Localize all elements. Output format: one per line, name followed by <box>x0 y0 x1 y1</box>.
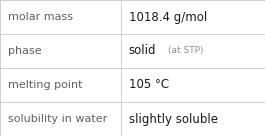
Text: solubility in water: solubility in water <box>8 114 107 124</box>
Text: slightly soluble: slightly soluble <box>129 112 218 126</box>
Text: 105 °C: 105 °C <box>129 78 169 92</box>
Text: molar mass: molar mass <box>8 12 73 22</box>
Text: phase: phase <box>8 46 42 56</box>
Text: solid: solid <box>129 44 156 58</box>
Text: melting point: melting point <box>8 80 82 90</box>
Text: 1018.4 g/mol: 1018.4 g/mol <box>129 10 207 24</box>
Text: (at STP): (at STP) <box>168 47 204 55</box>
